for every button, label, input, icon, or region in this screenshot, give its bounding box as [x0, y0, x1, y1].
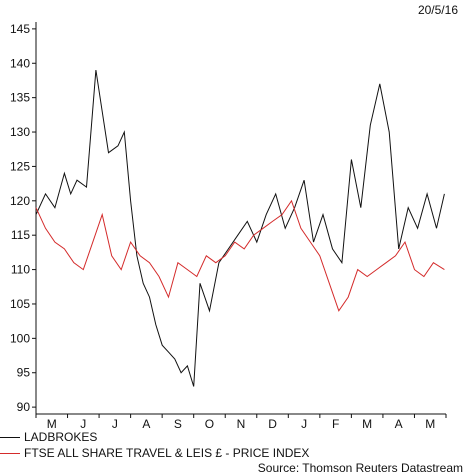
date-label: 20/5/16: [417, 3, 458, 17]
x-tick-label: M: [47, 417, 57, 431]
chart-axes: [35, 22, 446, 415]
x-tick-label: M: [425, 417, 435, 431]
y-tick-label: 120: [10, 194, 30, 208]
x-tick-label: O: [205, 417, 214, 431]
x-tick-label: D: [268, 417, 277, 431]
y-tick-label: 100: [10, 331, 30, 345]
legend-label-index: FTSE ALL SHARE TRAVEL & LEIS £ - PRICE I…: [24, 446, 310, 460]
y-tick-label: 140: [10, 56, 30, 70]
y-tick-label: 115: [11, 228, 30, 242]
y-tick-label: 130: [10, 125, 30, 139]
x-tick-label: A: [395, 417, 403, 431]
y-tick-label: 125: [10, 159, 30, 173]
y-tick-label: 105: [10, 297, 30, 311]
series-lines: [35, 70, 445, 387]
legend-label-ladbrokes: LADBROKES: [24, 430, 98, 444]
y-tick-label: 95: [17, 366, 31, 380]
x-tick-label: F: [332, 417, 339, 431]
y-tick-label: 110: [11, 263, 30, 277]
legend-entry-index: FTSE ALL SHARE TRAVEL & LEIS £ - PRICE I…: [0, 446, 309, 460]
y-tick-label: 135: [10, 91, 30, 105]
y-tick-label: 90: [17, 400, 31, 414]
y-tick-label: 145: [10, 22, 30, 36]
x-tick-label: M: [362, 417, 372, 431]
series-line-index: [35, 199, 445, 312]
x-tick-label: J: [80, 417, 86, 431]
x-tick-label: S: [174, 417, 182, 431]
series-line-ladbrokes: [35, 70, 445, 387]
y-axis-ticks: 90 95 100 105 110 115 120 125 130 135 140 145: [10, 22, 36, 414]
legend-entry-ladbrokes: LADBROKES: [0, 430, 97, 444]
x-tick-label: A: [142, 417, 150, 431]
source-note: Source: Thomson Reuters Datastream: [257, 461, 463, 475]
legend-swatch-black: [0, 436, 20, 438]
legend-swatch-red: [0, 452, 20, 454]
x-tick-label: J: [112, 417, 118, 431]
x-tick-label: N: [237, 417, 246, 431]
x-tick-label: J: [301, 417, 307, 431]
